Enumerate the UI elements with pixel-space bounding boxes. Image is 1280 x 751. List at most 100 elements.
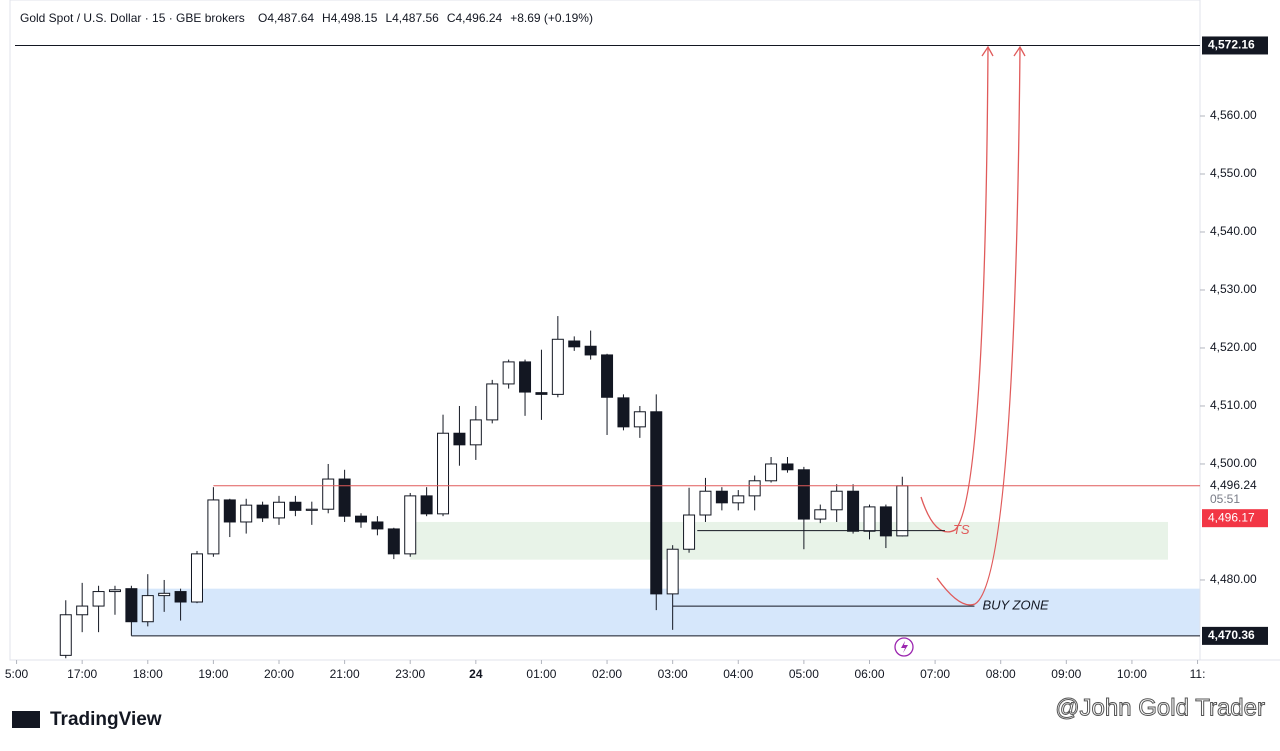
candle-body <box>158 592 171 597</box>
candle-body <box>748 480 761 497</box>
y-tick-label: 4,480.00 <box>1210 572 1257 586</box>
x-tick-label: 04:00 <box>723 667 753 681</box>
candle-body <box>896 485 909 537</box>
y-tick-label: 4,550.00 <box>1210 166 1257 180</box>
candle-body <box>535 392 548 395</box>
candle-body <box>92 591 105 607</box>
x-tick-label: 09:00 <box>1051 667 1081 681</box>
x-tick-label: 02:00 <box>592 667 622 681</box>
level-label: 4,470.36 <box>1208 628 1255 642</box>
y-tick-label: 4,500.00 <box>1210 456 1257 470</box>
logo-mark <box>12 711 40 728</box>
zone <box>410 521 1169 560</box>
candle-body <box>289 501 302 511</box>
countdown: 05:51 <box>1210 492 1240 506</box>
x-tick-label: 5:00 <box>5 667 29 681</box>
arrow-head <box>1013 45 1026 57</box>
candle-body <box>305 508 318 511</box>
x-tick-label: 17:00 <box>67 667 97 681</box>
candle-body <box>174 591 187 603</box>
candle-body <box>633 411 646 428</box>
arrow-path <box>920 47 989 533</box>
zone <box>131 588 1200 636</box>
arrow-path <box>936 47 1021 606</box>
candle-body <box>601 354 614 398</box>
candle-body <box>190 553 203 603</box>
watermark: @John Gold Trader <box>1055 694 1265 721</box>
symbol: Gold Spot / U.S. Dollar · 15 · GBE broke… <box>20 11 245 25</box>
candle-body <box>223 499 236 523</box>
x-tick-label: 08:00 <box>986 667 1016 681</box>
candle-body <box>404 495 417 555</box>
candle-body <box>273 501 286 519</box>
candle-body <box>355 515 368 523</box>
candle-body <box>207 499 220 555</box>
x-tick-label: 07:00 <box>920 667 950 681</box>
candle-body <box>256 504 269 519</box>
ohlc-value: H4,498.15 <box>322 11 378 25</box>
candle-body <box>666 548 679 595</box>
alert-icon[interactable] <box>894 637 914 657</box>
candle-body <box>650 411 663 595</box>
y-tick-label: 4,510.00 <box>1210 398 1257 412</box>
candle-body <box>371 521 384 530</box>
annotation-label: BUY ZONE <box>982 598 1049 613</box>
alert-bolt <box>901 641 908 653</box>
candle-body <box>338 478 351 517</box>
ohlc: O4,487.64 H4,498.15 L4,487.56 C4,496.24 +8.6… <box>258 11 593 25</box>
candle-body <box>584 345 597 356</box>
candle-body <box>59 614 72 656</box>
candle-body <box>879 506 892 537</box>
candle-body <box>765 463 778 482</box>
bid-label: 4,496.17 <box>1208 510 1255 524</box>
candle-body <box>847 490 860 532</box>
candle-body <box>830 490 843 511</box>
candle-body <box>76 605 89 616</box>
x-tick-label: 21:00 <box>330 667 360 681</box>
candle-body <box>551 338 564 395</box>
candle-body <box>420 495 433 515</box>
x-tick-label: 24 <box>469 667 483 681</box>
brand: TradingView <box>50 709 162 730</box>
candle-body <box>486 383 499 421</box>
x-tick-label: 18:00 <box>133 667 163 681</box>
candle-body <box>814 509 827 520</box>
x-tick-label: 03:00 <box>658 667 688 681</box>
x-tick-label: 23:00 <box>395 667 425 681</box>
candle-body <box>519 361 532 393</box>
y-tick-label: 4,520.00 <box>1210 340 1257 354</box>
candle-body <box>240 504 253 523</box>
candle-body <box>437 432 450 515</box>
x-tick-label: 06:00 <box>854 667 884 681</box>
x-tick-label: 20:00 <box>264 667 294 681</box>
candle-body <box>141 595 154 623</box>
y-tick-label: 4,530.00 <box>1210 282 1257 296</box>
candle-body <box>469 419 482 446</box>
x-tick-label: 10:00 <box>1117 667 1147 681</box>
level-label: 4,572.16 <box>1208 38 1255 52</box>
candle-body <box>322 478 335 510</box>
candle-body <box>568 340 581 348</box>
candle-body <box>108 589 121 593</box>
candle-body <box>387 528 400 555</box>
candles-layer <box>59 316 909 659</box>
last-price-label: 4,496.24 <box>1210 478 1257 492</box>
ohlc-value: +8.69 (+0.19%) <box>510 11 593 25</box>
arrow-head <box>981 45 994 57</box>
candle-body <box>797 469 810 520</box>
ohlc-value: O4,487.64 <box>258 11 314 25</box>
candle-body <box>683 514 696 550</box>
ohlc-value: C4,496.24 <box>447 11 503 25</box>
candle-body <box>125 588 138 623</box>
bid-box <box>1202 509 1268 528</box>
zones-layer <box>131 521 1200 636</box>
candle-body <box>732 495 745 504</box>
level-box <box>1202 626 1268 645</box>
candle-body <box>863 506 876 532</box>
y-tick-label: 4,560.00 <box>1210 108 1257 122</box>
level-box <box>1202 36 1268 55</box>
candle-body <box>715 490 728 504</box>
candle-body <box>502 361 515 385</box>
